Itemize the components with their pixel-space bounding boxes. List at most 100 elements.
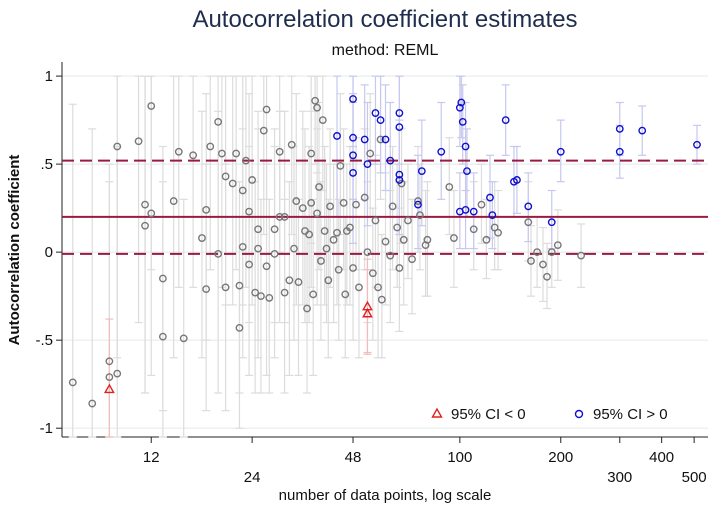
data-point-gray	[198, 234, 206, 242]
data-point-gray	[355, 283, 363, 292]
data-point-blue	[461, 142, 470, 151]
data-point-gray	[280, 288, 289, 297]
data-point-blue	[486, 193, 494, 202]
data-point-blue	[349, 151, 357, 160]
data-point-blue	[395, 109, 404, 117]
data-point-gray	[376, 135, 385, 144]
data-point-blue	[395, 170, 404, 179]
data-point-gray	[469, 225, 478, 234]
data-point-gray	[336, 161, 345, 170]
data-point-gray	[292, 197, 301, 205]
data-point-gray	[305, 230, 314, 239]
chart-title: Autocorrelation coefficient estimates	[192, 6, 577, 33]
data-point-gray	[388, 202, 397, 211]
data-point-blue	[333, 132, 341, 140]
x-tick-label: 400	[649, 449, 674, 466]
data-point-gray	[248, 176, 257, 184]
y-tick-label: .5	[40, 156, 53, 173]
data-point-gray	[477, 200, 486, 209]
data-point-gray	[262, 105, 271, 114]
data-point-blue	[386, 156, 395, 165]
data-point-triangle	[103, 383, 115, 394]
data-point-gray	[270, 250, 279, 258]
x-tick-label: 500	[682, 469, 707, 486]
data-point-blue	[638, 126, 647, 135]
data-point-gray	[221, 172, 230, 181]
x-tick-label: 200	[548, 449, 573, 466]
data-point-gray	[290, 244, 298, 253]
data-point-gray	[445, 183, 454, 191]
data-point-gray	[287, 140, 296, 149]
y-tick-label: -.5	[35, 332, 53, 349]
data-point-gray	[307, 198, 316, 207]
data-point-blue	[381, 135, 390, 144]
data-point-gray	[494, 228, 502, 237]
data-point-gray	[307, 149, 316, 158]
data-point-gray	[147, 102, 156, 110]
data-point-gray	[262, 262, 271, 271]
data-point-gray	[313, 209, 321, 218]
data-point-gray	[105, 373, 114, 382]
y-tick-label: 0	[45, 244, 53, 261]
data-point-blue	[458, 117, 467, 126]
data-point-gray	[371, 216, 380, 225]
data-point-gray	[450, 234, 458, 242]
data-point-gray	[320, 227, 329, 235]
data-point-blue	[417, 167, 426, 176]
data-point-gray	[158, 332, 167, 341]
y-axis-label: Autocorrelation coefficient	[6, 155, 23, 346]
data-point-gray	[280, 213, 289, 221]
data-point-gray	[294, 278, 303, 286]
data-point-gray	[309, 290, 318, 299]
data-point-blue	[556, 147, 565, 156]
data-point-blue	[349, 95, 357, 103]
x-tick-label: 12	[143, 449, 160, 466]
data-point-gray	[259, 126, 268, 135]
data-point-gray	[113, 369, 122, 378]
data-point-blue	[455, 103, 464, 112]
x-axis-label: number of data points, log scale	[279, 487, 492, 504]
data-point-blue	[547, 218, 556, 227]
data-point-gray	[105, 357, 114, 366]
y-tick-label: -1	[40, 420, 53, 437]
data-point-gray	[257, 292, 265, 301]
data-point-gray	[88, 399, 97, 408]
data-point-gray	[360, 193, 369, 202]
data-point-gray	[527, 257, 535, 265]
data-point-gray	[311, 96, 320, 105]
data-point-blue	[395, 123, 404, 132]
data-point-gray	[386, 251, 395, 260]
data-point-gray	[339, 198, 348, 207]
data-point-gray	[318, 116, 327, 124]
data-point-blue	[414, 200, 422, 209]
data-point-gray	[68, 378, 77, 387]
data-point-blue	[488, 211, 497, 220]
data-point-gray	[303, 304, 311, 313]
data-point-gray	[395, 264, 404, 272]
data-point-gray	[539, 260, 547, 269]
plot-area: 1 .5 0 -.5 -1 12 48 100 200 400 24 300 500	[35, 62, 708, 486]
data-point-gray	[189, 151, 198, 160]
data-point-gray	[326, 202, 334, 211]
data-point-gray	[147, 209, 156, 218]
data-point-gray	[134, 137, 143, 146]
data-point-blue	[615, 125, 624, 133]
legend-marker-triangle	[431, 407, 443, 418]
data-point-gray	[577, 251, 585, 260]
data-point-blue	[524, 202, 533, 211]
data-point-gray	[374, 283, 382, 292]
data-point-gray	[206, 142, 215, 151]
data-point-gray	[322, 244, 331, 253]
data-point-gray	[141, 200, 149, 209]
data-point-gray	[254, 244, 262, 253]
data-point-gray	[202, 205, 211, 214]
data-point-blue	[349, 133, 357, 142]
data-point-gray	[275, 147, 284, 156]
data-point-blue	[349, 169, 357, 177]
data-point-gray	[414, 197, 422, 205]
x-tick-label: 300	[607, 469, 632, 486]
legend-marker-circle	[574, 409, 584, 419]
data-point-gray	[324, 276, 333, 285]
data-point-gray	[393, 223, 402, 232]
x-tick-label: 100	[447, 449, 472, 466]
